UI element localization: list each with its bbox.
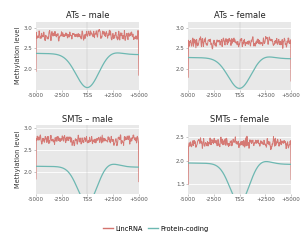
Title: SMTs – male: SMTs – male — [62, 115, 113, 124]
Y-axis label: Methylation level: Methylation level — [15, 27, 21, 84]
Title: ATs – female: ATs – female — [214, 11, 266, 20]
Legend: LincRNA, Protein-coding: LincRNA, Protein-coding — [100, 223, 212, 234]
Title: SMTs – female: SMTs – female — [210, 115, 269, 124]
Title: ATs – male: ATs – male — [66, 11, 109, 20]
Y-axis label: Methylation level: Methylation level — [15, 131, 21, 188]
